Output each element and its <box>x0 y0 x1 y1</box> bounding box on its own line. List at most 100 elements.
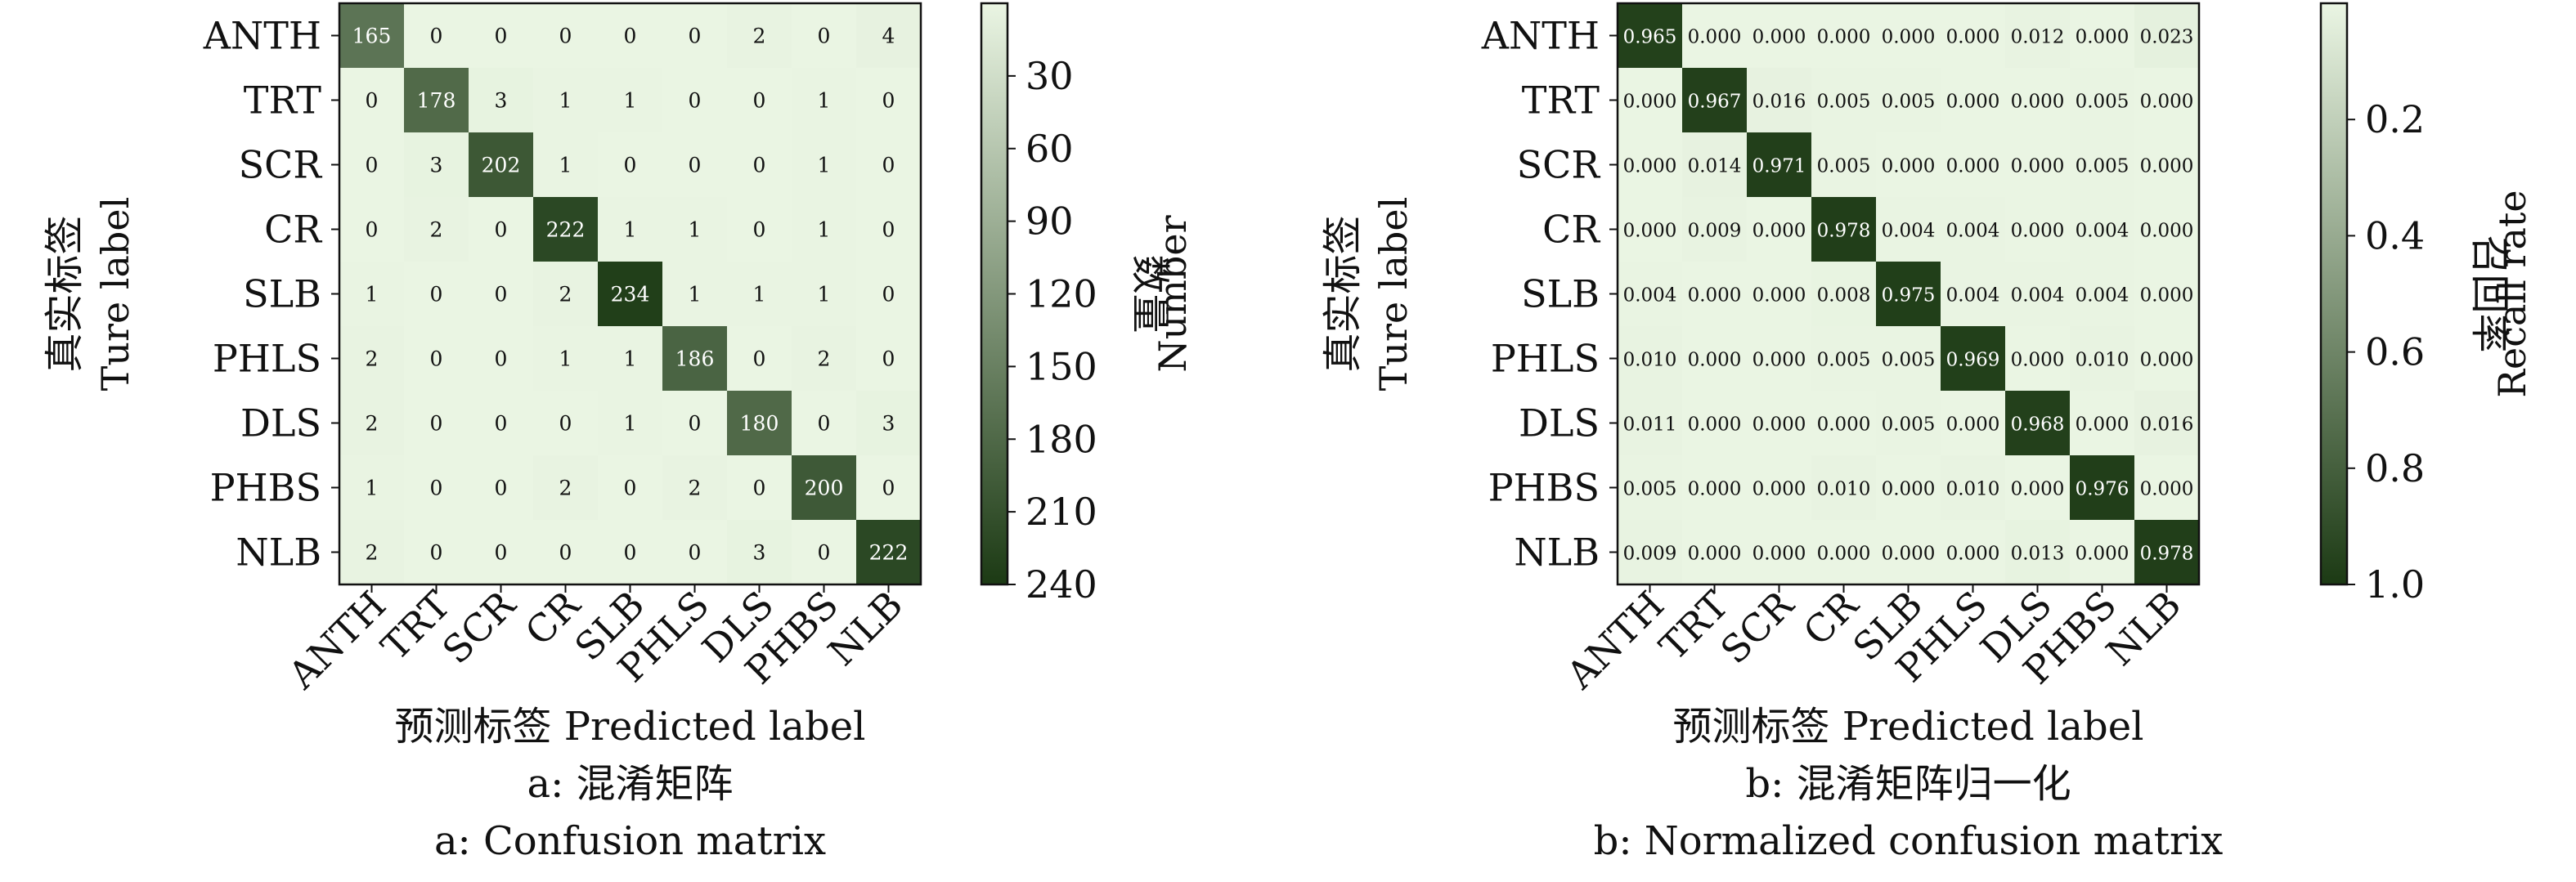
cell-value-label: 186 <box>675 347 715 371</box>
heatmap-cell <box>339 391 404 455</box>
colorbar <box>2319 2 2349 586</box>
y-tick-label: PHBS <box>1488 466 1600 510</box>
heatmap-cell <box>856 68 921 132</box>
heatmap-cell <box>2005 455 2070 520</box>
cell-value-label: 0.000 <box>1882 544 1936 565</box>
cell-value-label: 0.005 <box>1882 414 1936 436</box>
heatmap-cell <box>533 262 598 326</box>
cell-value-label: 1 <box>818 218 831 242</box>
cell-value-label: 0.000 <box>1817 544 1871 565</box>
cell-value-label: 2 <box>430 218 443 242</box>
cell-value-label: 1 <box>818 154 831 177</box>
cell-value-label: 0.005 <box>1817 156 1871 177</box>
y-tick-label: ANTH <box>203 14 321 58</box>
cell-value-label: 0.000 <box>1946 414 2000 436</box>
cell-value-label: 0.004 <box>1946 285 2000 307</box>
y-tick-label: PHBS <box>210 466 321 510</box>
heatmap-cell <box>533 68 598 132</box>
heatmap-cell <box>727 3 792 68</box>
cell-value-label: 0.005 <box>1882 350 1936 371</box>
heatmap-cell <box>792 132 856 197</box>
heatmap-cell <box>662 391 727 455</box>
heatmap-cell <box>533 132 598 197</box>
caption-en: b: Normalized confusion matrix <box>1594 818 2224 864</box>
heatmap-cell <box>1618 326 1682 391</box>
heatmap-cell <box>339 326 404 391</box>
heatmap-cell <box>2070 520 2134 584</box>
cell-value-label: 0 <box>753 477 766 500</box>
heatmap-cell <box>598 520 662 584</box>
heatmap-cell <box>1618 455 1682 520</box>
x-tick-label: NLB <box>2098 583 2189 674</box>
cell-value-label: 0.009 <box>1623 544 1677 565</box>
y-axis-title-en: Ture label <box>1371 197 1416 392</box>
heatmap-cell <box>662 262 727 326</box>
cell-value-label: 0.010 <box>1817 479 1871 500</box>
cell-value-label: 4 <box>882 25 895 48</box>
colorbar-tick-label: 0.2 <box>2365 97 2425 141</box>
heatmap-cell <box>1941 68 2005 132</box>
cell-value-label: 0 <box>753 89 766 113</box>
heatmap-cell <box>727 68 792 132</box>
cell-value-label: 178 <box>417 89 456 113</box>
heatmap-cell <box>598 262 662 326</box>
colorbar-tick-label: 0.4 <box>2365 213 2425 257</box>
colorbar-tick-label: 150 <box>1025 344 1097 388</box>
cell-value-label: 0 <box>495 283 508 307</box>
heatmap-cell <box>2134 391 2199 455</box>
cell-value-label: 0 <box>495 218 508 242</box>
y-tick-label: SLB <box>243 272 321 316</box>
heatmap-cell <box>404 326 469 391</box>
x-tick-label: TRT <box>373 582 460 669</box>
cell-value-label: 0 <box>882 218 895 242</box>
cell-value-label: 1 <box>753 283 766 307</box>
cell-value-label: 0.023 <box>2140 27 2194 48</box>
heatmap-cell <box>662 520 727 584</box>
heatmap-cell <box>2070 197 2134 262</box>
y-tick-label: SCR <box>239 143 323 187</box>
heatmap-cell <box>2005 132 2070 197</box>
cell-value-label: 0.000 <box>1688 27 1742 48</box>
cell-value-label: 0 <box>882 347 895 371</box>
cell-value-label: 0.971 <box>1752 156 1806 177</box>
heatmap-cell <box>339 132 404 197</box>
heatmap-cell <box>1941 3 2005 68</box>
cell-value-label: 0.014 <box>1688 156 1742 177</box>
cell-value-label: 0 <box>430 25 443 48</box>
heatmap-cell <box>598 3 662 68</box>
cell-value-label: 0.000 <box>2140 156 2194 177</box>
cell-value-label: 0 <box>753 154 766 177</box>
heatmap-cell <box>598 455 662 520</box>
panel-a: 165 0 0 0 0 0 2 0 40 178 3 1 1 0 0 1 00 3 202 1 0 0 0 1 00 2 0 222 1… <box>42 2 1195 864</box>
cell-value-label: 0.000 <box>1752 544 1806 565</box>
cell-value-label: 0.004 <box>1946 221 2000 242</box>
cell-value-label: 0.000 <box>2140 221 2194 242</box>
colorbar-tick-label: 0.6 <box>2365 330 2425 374</box>
heatmap-cell <box>2005 326 2070 391</box>
colorbar-tick-label: 240 <box>1025 562 1097 607</box>
cell-value-label: 0.000 <box>1882 27 1936 48</box>
heatmap-cell <box>2070 132 2134 197</box>
heatmap-cell <box>1876 455 1941 520</box>
heatmap-cell <box>662 132 727 197</box>
caption-cn: b: 混淆矩阵归一化 <box>1745 761 2071 807</box>
cell-value-label: 0.008 <box>1817 285 1871 307</box>
y-tick-label: CR <box>1542 208 1600 252</box>
heatmap-cell <box>792 262 856 326</box>
heatmap-cell <box>339 520 404 584</box>
cell-value-label: 1 <box>689 218 702 242</box>
cell-value-label: 0.009 <box>1688 221 1742 242</box>
heatmap-cell <box>533 455 598 520</box>
cell-value-label: 0 <box>366 218 379 242</box>
heatmap-cell <box>1941 197 2005 262</box>
colorbar <box>980 2 1009 586</box>
cell-value-label: 1 <box>559 154 572 177</box>
cell-value-label: 0 <box>430 541 443 565</box>
colorbar-title-en: Number <box>1151 215 1195 372</box>
cell-value-label: 0.000 <box>1882 156 1936 177</box>
heatmap-cell <box>2134 262 2199 326</box>
cell-value-label: 0.004 <box>2076 221 2129 242</box>
heatmap-cell <box>1876 262 1941 326</box>
heatmap-cell <box>1941 455 2005 520</box>
